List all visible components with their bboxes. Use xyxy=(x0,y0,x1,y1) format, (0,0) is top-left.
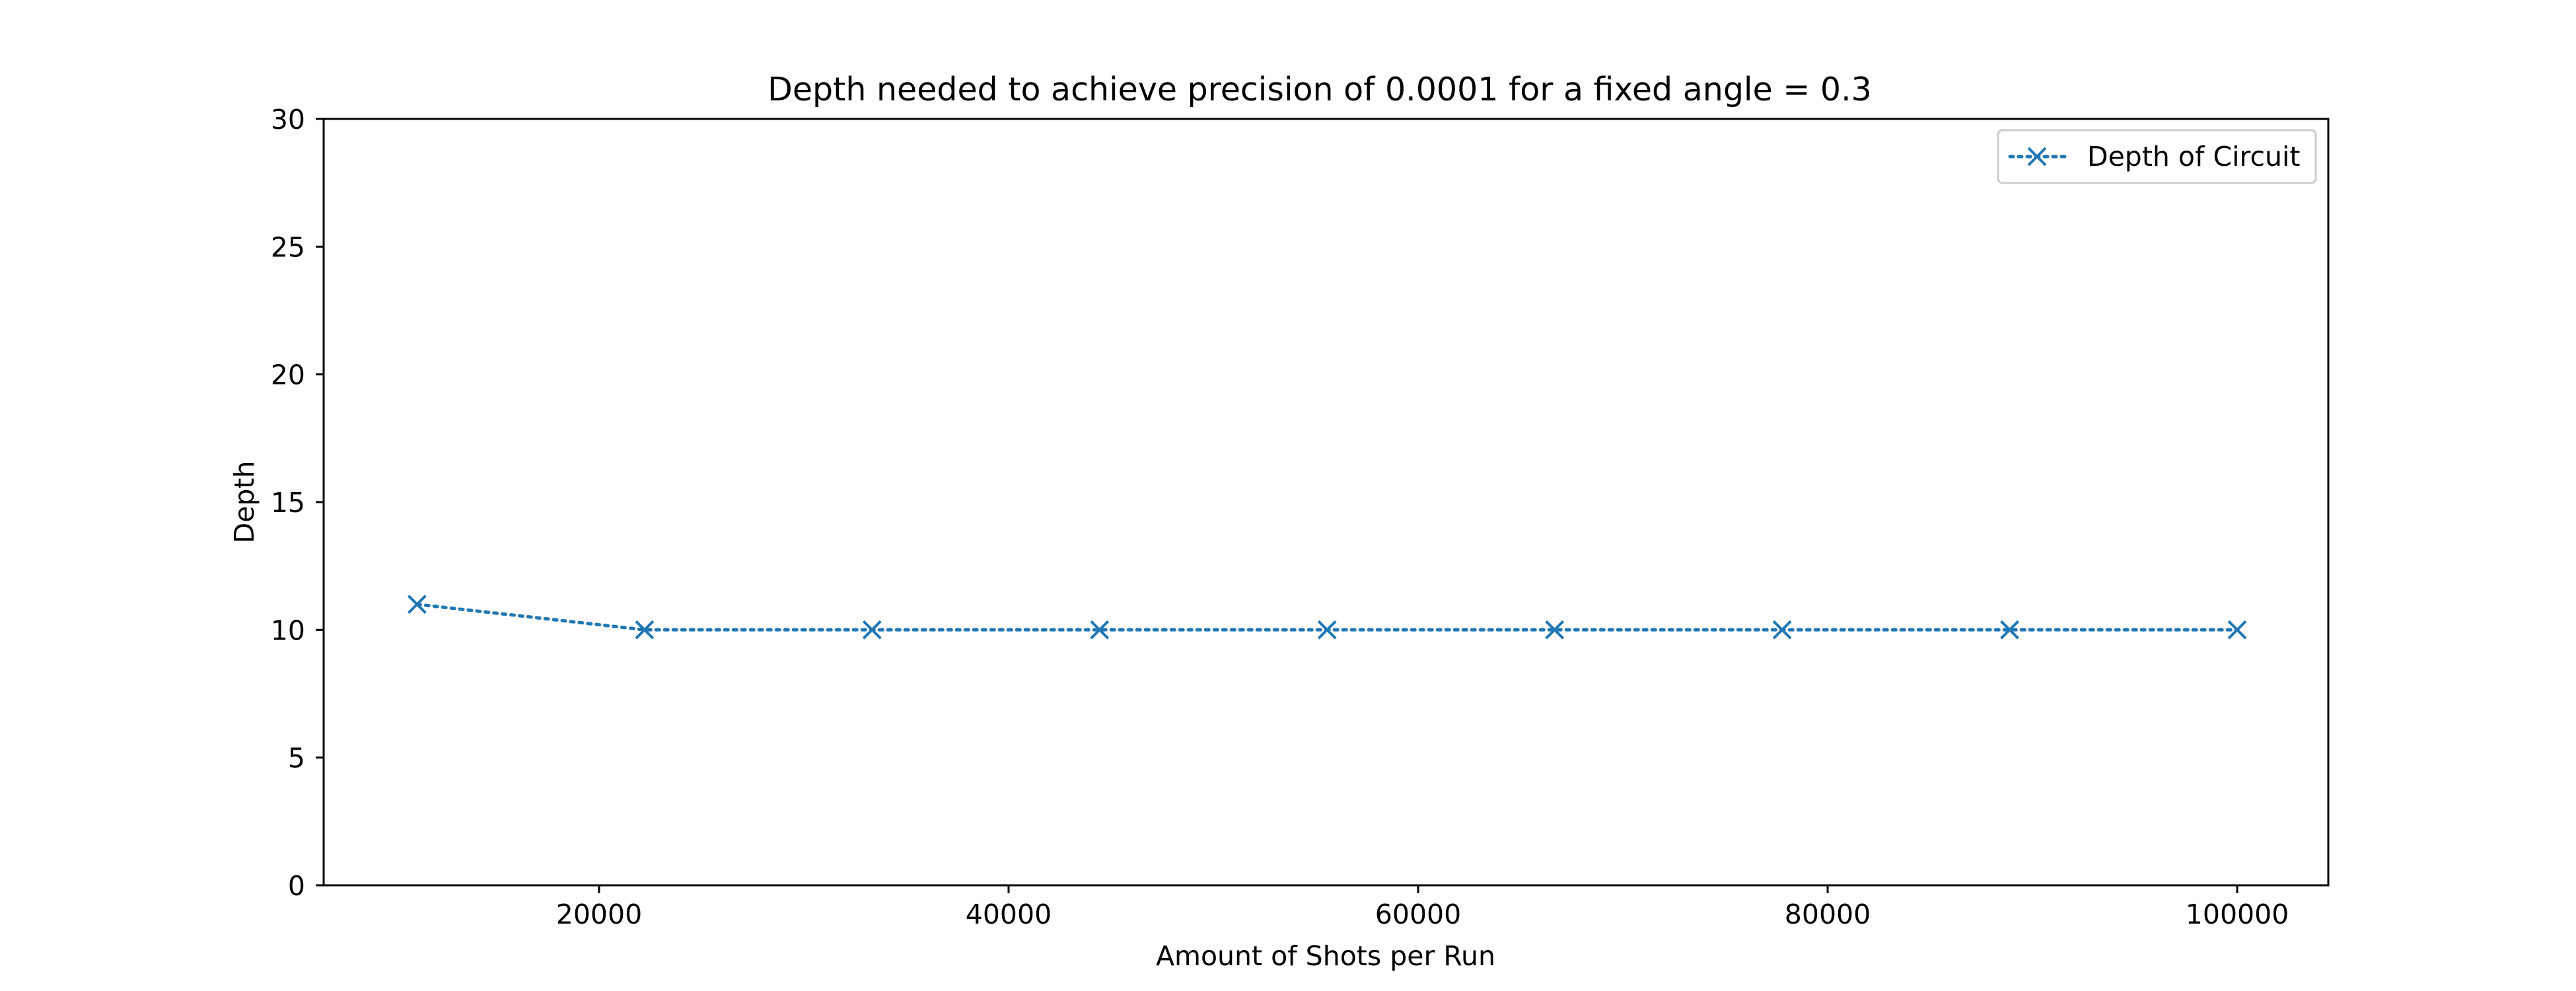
legend: Depth of Circuit xyxy=(1997,129,2317,184)
data-point-marker xyxy=(2227,620,2247,640)
y-tick-label: 30 xyxy=(271,104,305,135)
y-tick-label: 0 xyxy=(288,870,305,902)
x-axis-label: Amount of Shots per Run xyxy=(1156,940,1495,972)
data-point-marker xyxy=(407,595,427,614)
data-point-marker xyxy=(862,620,882,640)
data-point-marker xyxy=(1317,620,1337,640)
y-tick-label: 15 xyxy=(271,487,305,519)
y-tick-label: 10 xyxy=(271,614,305,646)
x-tick-label: 100000 xyxy=(2186,899,2289,930)
plot-area xyxy=(407,595,2247,640)
legend-label: Depth of Circuit xyxy=(2087,141,2300,172)
y-axis: 0 5 10 15 20 25 30 xyxy=(271,104,324,902)
data-point-marker xyxy=(1090,620,1110,640)
axes-frame xyxy=(322,118,2330,887)
y-tick-label: 25 xyxy=(271,231,305,263)
data-point-marker xyxy=(1545,620,1565,640)
y-axis-label: Depth xyxy=(229,461,260,544)
x-tick-label: 80000 xyxy=(1785,899,1871,930)
y-tick-label: 5 xyxy=(288,743,305,774)
legend-x-marker-icon xyxy=(2027,147,2047,166)
y-tick-label: 20 xyxy=(271,359,305,391)
data-point-marker xyxy=(2000,620,2019,640)
data-point-marker xyxy=(635,620,655,640)
legend-box xyxy=(1997,129,2317,184)
x-tick-label: 20000 xyxy=(556,899,642,930)
x-axis: 20000 40000 60000 80000 100000 xyxy=(556,885,2289,930)
x-tick-label: 40000 xyxy=(966,899,1052,930)
x-tick-label: 60000 xyxy=(1375,899,1461,930)
chart-title: Depth needed to achieve precision of 0.0… xyxy=(768,71,1872,108)
data-point-marker xyxy=(1772,620,1792,640)
